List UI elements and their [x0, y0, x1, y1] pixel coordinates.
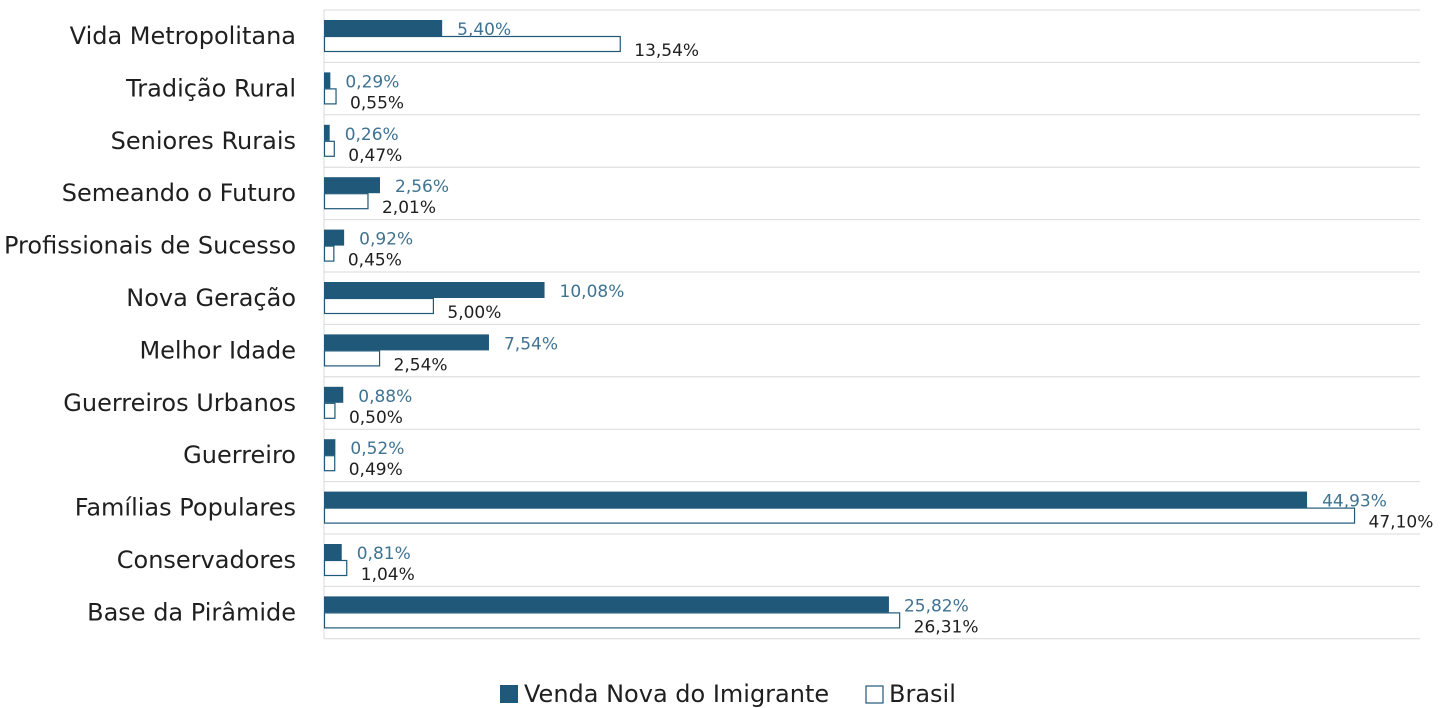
- value-label-brasil: 0,50%: [349, 408, 403, 428]
- bar-brasil: [323, 297, 435, 315]
- legend-label-venda-nova: Venda Nova do Imigrante: [524, 680, 829, 708]
- bar-venda-nova: [324, 544, 342, 560]
- bar-brasil: [323, 559, 348, 577]
- bar-brasil: [323, 507, 1356, 524]
- value-label-brasil: 2,01%: [382, 198, 436, 218]
- value-label-brasil: 1,04%: [361, 565, 415, 585]
- legend: Venda Nova do Imigrante Brasil: [500, 680, 956, 708]
- value-label-venda-nova: 44,93%: [1322, 492, 1387, 512]
- bar-venda-nova: [324, 124, 330, 141]
- bar-venda-nova: [324, 229, 345, 246]
- bar-venda-nova: [324, 177, 381, 194]
- value-label-venda-nova: 7,54%: [504, 334, 558, 354]
- value-label-brasil: 0,45%: [348, 251, 402, 271]
- bar-brasil: [323, 350, 381, 367]
- value-label-brasil: 0,47%: [348, 146, 402, 166]
- legend-label-brasil: Brasil: [889, 680, 956, 708]
- bar-venda-nova: [324, 439, 336, 456]
- category-label: Profissionais de Sucesso: [4, 232, 296, 260]
- value-label-venda-nova: 0,92%: [359, 230, 413, 250]
- bar-brasil: [323, 402, 336, 419]
- value-label-venda-nova: 2,56%: [395, 177, 449, 197]
- category-label: Nova Geração: [126, 284, 296, 312]
- value-label-brasil: 0,49%: [349, 460, 403, 480]
- bar-brasil: [323, 455, 336, 472]
- bar-venda-nova: [324, 596, 889, 613]
- bar-brasil: [323, 140, 335, 157]
- value-label-venda-nova: 0,52%: [350, 439, 404, 459]
- value-label-venda-nova: 0,29%: [345, 72, 399, 92]
- bar-venda-nova: [324, 491, 1308, 508]
- category-label: Vida Metropolitana: [70, 22, 296, 50]
- value-label-venda-nova: 10,08%: [560, 282, 625, 302]
- value-label-venda-nova: 0,88%: [358, 387, 412, 407]
- category-label: Conservadores: [117, 546, 296, 574]
- category-label: Guerreiro: [183, 441, 296, 469]
- category-label: Famílias Populares: [75, 494, 296, 522]
- value-label-venda-nova: 5,40%: [457, 20, 511, 40]
- value-label-venda-nova: 0,81%: [357, 544, 411, 564]
- bar-venda-nova: [324, 72, 331, 89]
- bar-venda-nova: [324, 282, 545, 298]
- bar-brasil: [323, 193, 369, 210]
- value-label-brasil: 2,54%: [394, 355, 448, 375]
- bar-brasil: [323, 612, 901, 629]
- bar-venda-nova: [324, 386, 344, 403]
- legend-swatch-brasil: [865, 685, 884, 704]
- category-label: Base da Pirâmide: [87, 598, 296, 626]
- value-label-venda-nova: 25,82%: [904, 596, 969, 616]
- bar-venda-nova: [324, 334, 489, 351]
- bar-brasil: [323, 245, 335, 262]
- value-label-brasil: 47,10%: [1369, 513, 1434, 533]
- gridlines: [323, 9, 1420, 640]
- category-label: Tradição Rural: [125, 74, 296, 102]
- bar-brasil: [323, 88, 337, 105]
- bar-brasil: [323, 35, 621, 53]
- legend-swatch-venda-nova: [500, 685, 518, 703]
- category-label: Seniores Rurais: [111, 127, 296, 155]
- category-label: Melhor Idade: [139, 336, 296, 364]
- category-label: Guerreiros Urbanos: [63, 389, 296, 417]
- value-label-brasil: 5,00%: [447, 303, 501, 323]
- value-label-brasil: 13,54%: [634, 41, 699, 61]
- value-labels: 5,40% 13,54% 0,29%0,55% 0,26%0,47% 2,56%2,01…: [345, 20, 1434, 637]
- category-labels: Vida Metropolitana Tradição Rural Seniores…: [4, 22, 296, 626]
- value-label-brasil: 26,31%: [914, 617, 979, 637]
- value-label-venda-nova: 0,26%: [345, 125, 399, 145]
- value-label-brasil: 0,55%: [350, 93, 404, 113]
- category-label: Semeando o Futuro: [62, 179, 296, 207]
- bar-venda-nova: [324, 20, 443, 36]
- bars: [323, 20, 1356, 629]
